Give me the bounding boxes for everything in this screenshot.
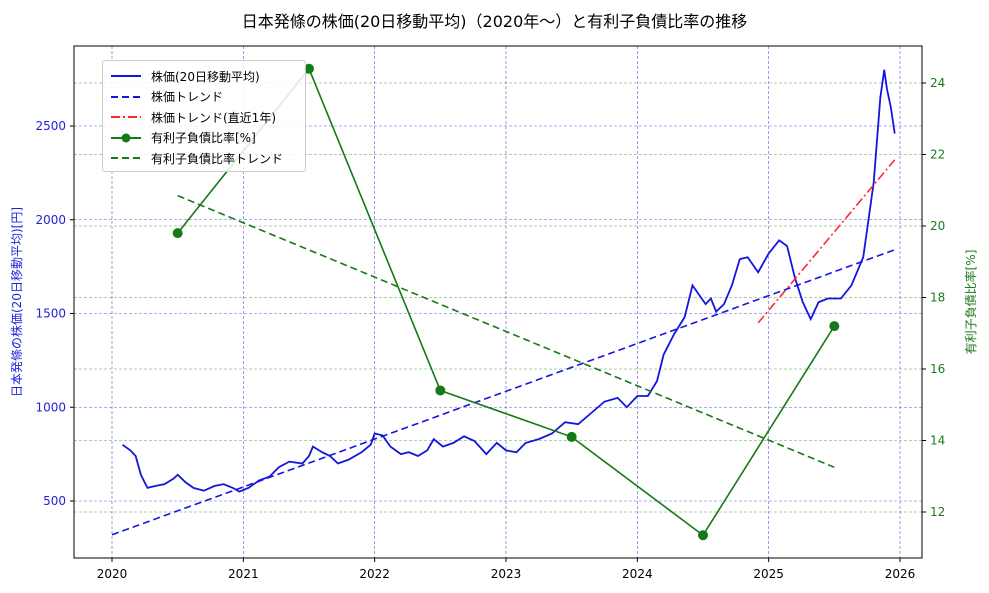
legend-label: 株価(20日移動平均) bbox=[151, 69, 260, 84]
y-right-tick-label: 22 bbox=[930, 148, 945, 162]
axes-layer: 2020 2021 2022 2023 2024 2025 2026500100015002… bbox=[35, 76, 945, 581]
data-point-marker bbox=[435, 385, 446, 396]
y-left-tick-label: 1500 bbox=[35, 307, 66, 321]
chart-title: 日本発條の株価(20日移動平均)（2020年～）と有利子負債比率の推移 bbox=[241, 12, 748, 31]
legend-label: 有利子負債比率トレンド bbox=[151, 151, 284, 166]
legend-item: 有利子負債比率トレンド bbox=[111, 148, 305, 169]
legend: 株価(20日移動平均) 株価トレンド株価トレンド(直近1年) 有利子負債比率[%] 有… bbox=[102, 60, 306, 172]
y-right-tick-label: 16 bbox=[930, 362, 945, 376]
y-left-tick-label: 1000 bbox=[35, 400, 66, 414]
data-point-marker bbox=[304, 63, 314, 74]
data-point-marker bbox=[172, 228, 183, 239]
series-line bbox=[111, 248, 896, 536]
y-left-tick-label: 500 bbox=[43, 494, 66, 508]
series-line bbox=[177, 194, 835, 469]
x-tick-label: 2026 bbox=[885, 567, 916, 581]
legend-swatch bbox=[111, 152, 141, 164]
x-tick-label: 2020 bbox=[97, 567, 128, 581]
series-line bbox=[757, 159, 896, 324]
legend-label: 有利子負債比率[%] bbox=[151, 131, 256, 146]
y-left-tick-label: 2500 bbox=[35, 119, 66, 133]
legend-swatch bbox=[111, 132, 141, 144]
data-point-marker bbox=[829, 321, 840, 332]
x-tick-label: 2025 bbox=[753, 567, 784, 581]
data-point-marker bbox=[698, 530, 708, 541]
data-point-marker bbox=[566, 431, 577, 442]
legend-label: 株価トレンド(直近1年) bbox=[151, 110, 276, 125]
y-left-tick-label: 2000 bbox=[35, 213, 66, 227]
y-axis-right-label: 有利子負債比率[%] bbox=[963, 250, 978, 355]
x-tick-label: 2022 bbox=[359, 567, 390, 581]
legend-swatch bbox=[111, 91, 141, 103]
x-tick-label: 2023 bbox=[491, 567, 522, 581]
y-right-tick-label: 20 bbox=[930, 219, 945, 233]
y-right-tick-label: 24 bbox=[930, 76, 945, 90]
legend-swatch bbox=[111, 70, 141, 82]
grid-lines bbox=[74, 46, 922, 558]
y-right-tick-label: 14 bbox=[930, 434, 945, 448]
y-axis-left-label: 日本発條の株価(20日移動平均)[円] bbox=[9, 207, 24, 397]
y-right-tick-label: 12 bbox=[930, 505, 945, 519]
legend-item: 株価トレンド(直近1年) bbox=[111, 107, 305, 128]
legend-item: 有利子負債比率[%] bbox=[111, 128, 305, 149]
legend-swatch bbox=[111, 111, 141, 123]
plot-frame bbox=[73, 45, 923, 559]
x-tick-label: 2024 bbox=[622, 567, 653, 581]
legend-item: 株価トレンド bbox=[111, 87, 305, 108]
y-right-tick-label: 18 bbox=[930, 291, 945, 305]
legend-label: 株価トレンド bbox=[151, 90, 224, 105]
x-tick-label: 2021 bbox=[228, 567, 259, 581]
legend-item: 株価(20日移動平均) bbox=[111, 66, 305, 87]
